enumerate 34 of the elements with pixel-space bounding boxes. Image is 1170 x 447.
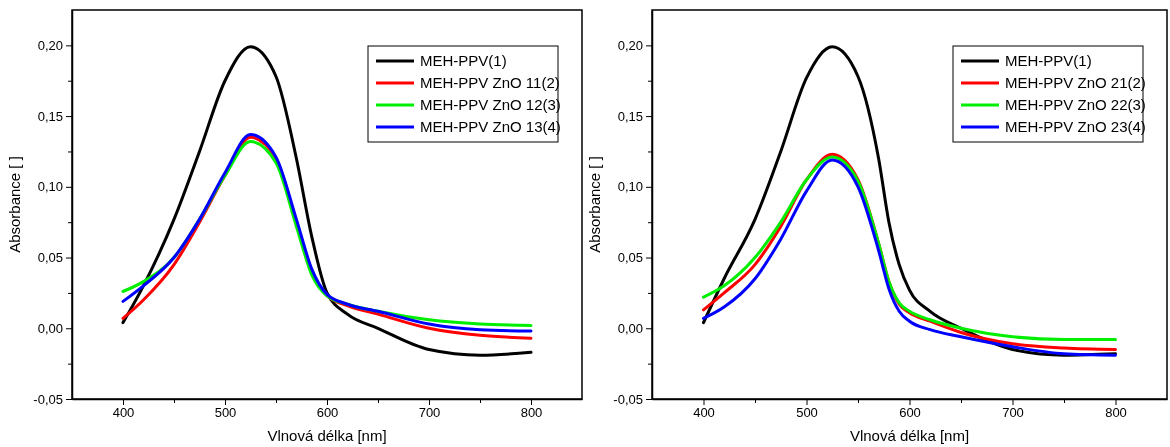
legend-label: MEH-PPV ZnO 23(4)	[1005, 118, 1146, 135]
y-axis-title: Absorbance [ ]	[586, 156, 603, 253]
y-tick-label: 0,15	[617, 108, 643, 124]
y-tick-label: -0,05	[33, 391, 63, 407]
y-axis-title: Absorbance [ ]	[6, 156, 23, 253]
legend-label: MEH-PPV(1)	[1005, 52, 1092, 69]
x-tick-label: 400	[693, 405, 715, 421]
x-tick-label: 700	[1002, 405, 1024, 421]
x-tick-label: 800	[1105, 405, 1127, 421]
y-tick-label: 0,10	[617, 179, 643, 195]
x-tick-label: 400	[112, 405, 135, 421]
y-tick-label: -0,05	[613, 391, 643, 407]
x-tick-label: 600	[899, 405, 921, 421]
y-tick-label: 0,00	[617, 320, 643, 336]
x-tick-label: 500	[796, 405, 818, 421]
x-axis-title: Vlnová délka [nm]	[267, 427, 387, 444]
legend-label: MEH-PPV ZnO 22(3)	[1005, 96, 1146, 113]
x-tick-label: 600	[316, 405, 339, 421]
x-tick-label: 700	[418, 405, 441, 421]
legend-label: MEH-PPV ZnO 12(3)	[420, 96, 561, 113]
y-tick-label: 0,15	[37, 108, 63, 124]
legend-label: MEH-PPV ZnO 11(2)	[420, 74, 560, 91]
y-tick-label: 0,05	[37, 250, 63, 266]
y-tick-label: 0,20	[37, 38, 63, 54]
legend-label: MEH-PPV(1)	[420, 52, 507, 69]
x-axis-title: Vlnová délka [nm]	[849, 427, 970, 444]
y-tick-label: 0,00	[37, 320, 63, 336]
y-tick-label: 0,05	[617, 250, 643, 266]
legend-label: MEH-PPV ZnO 21(2)	[1005, 74, 1146, 91]
legend-label: MEH-PPV ZnO 13(4)	[420, 118, 561, 135]
y-tick-label: 0,10	[37, 179, 63, 195]
x-tick-label: 800	[520, 405, 543, 421]
y-tick-label: 0,20	[617, 38, 643, 54]
x-tick-label: 500	[214, 405, 237, 421]
